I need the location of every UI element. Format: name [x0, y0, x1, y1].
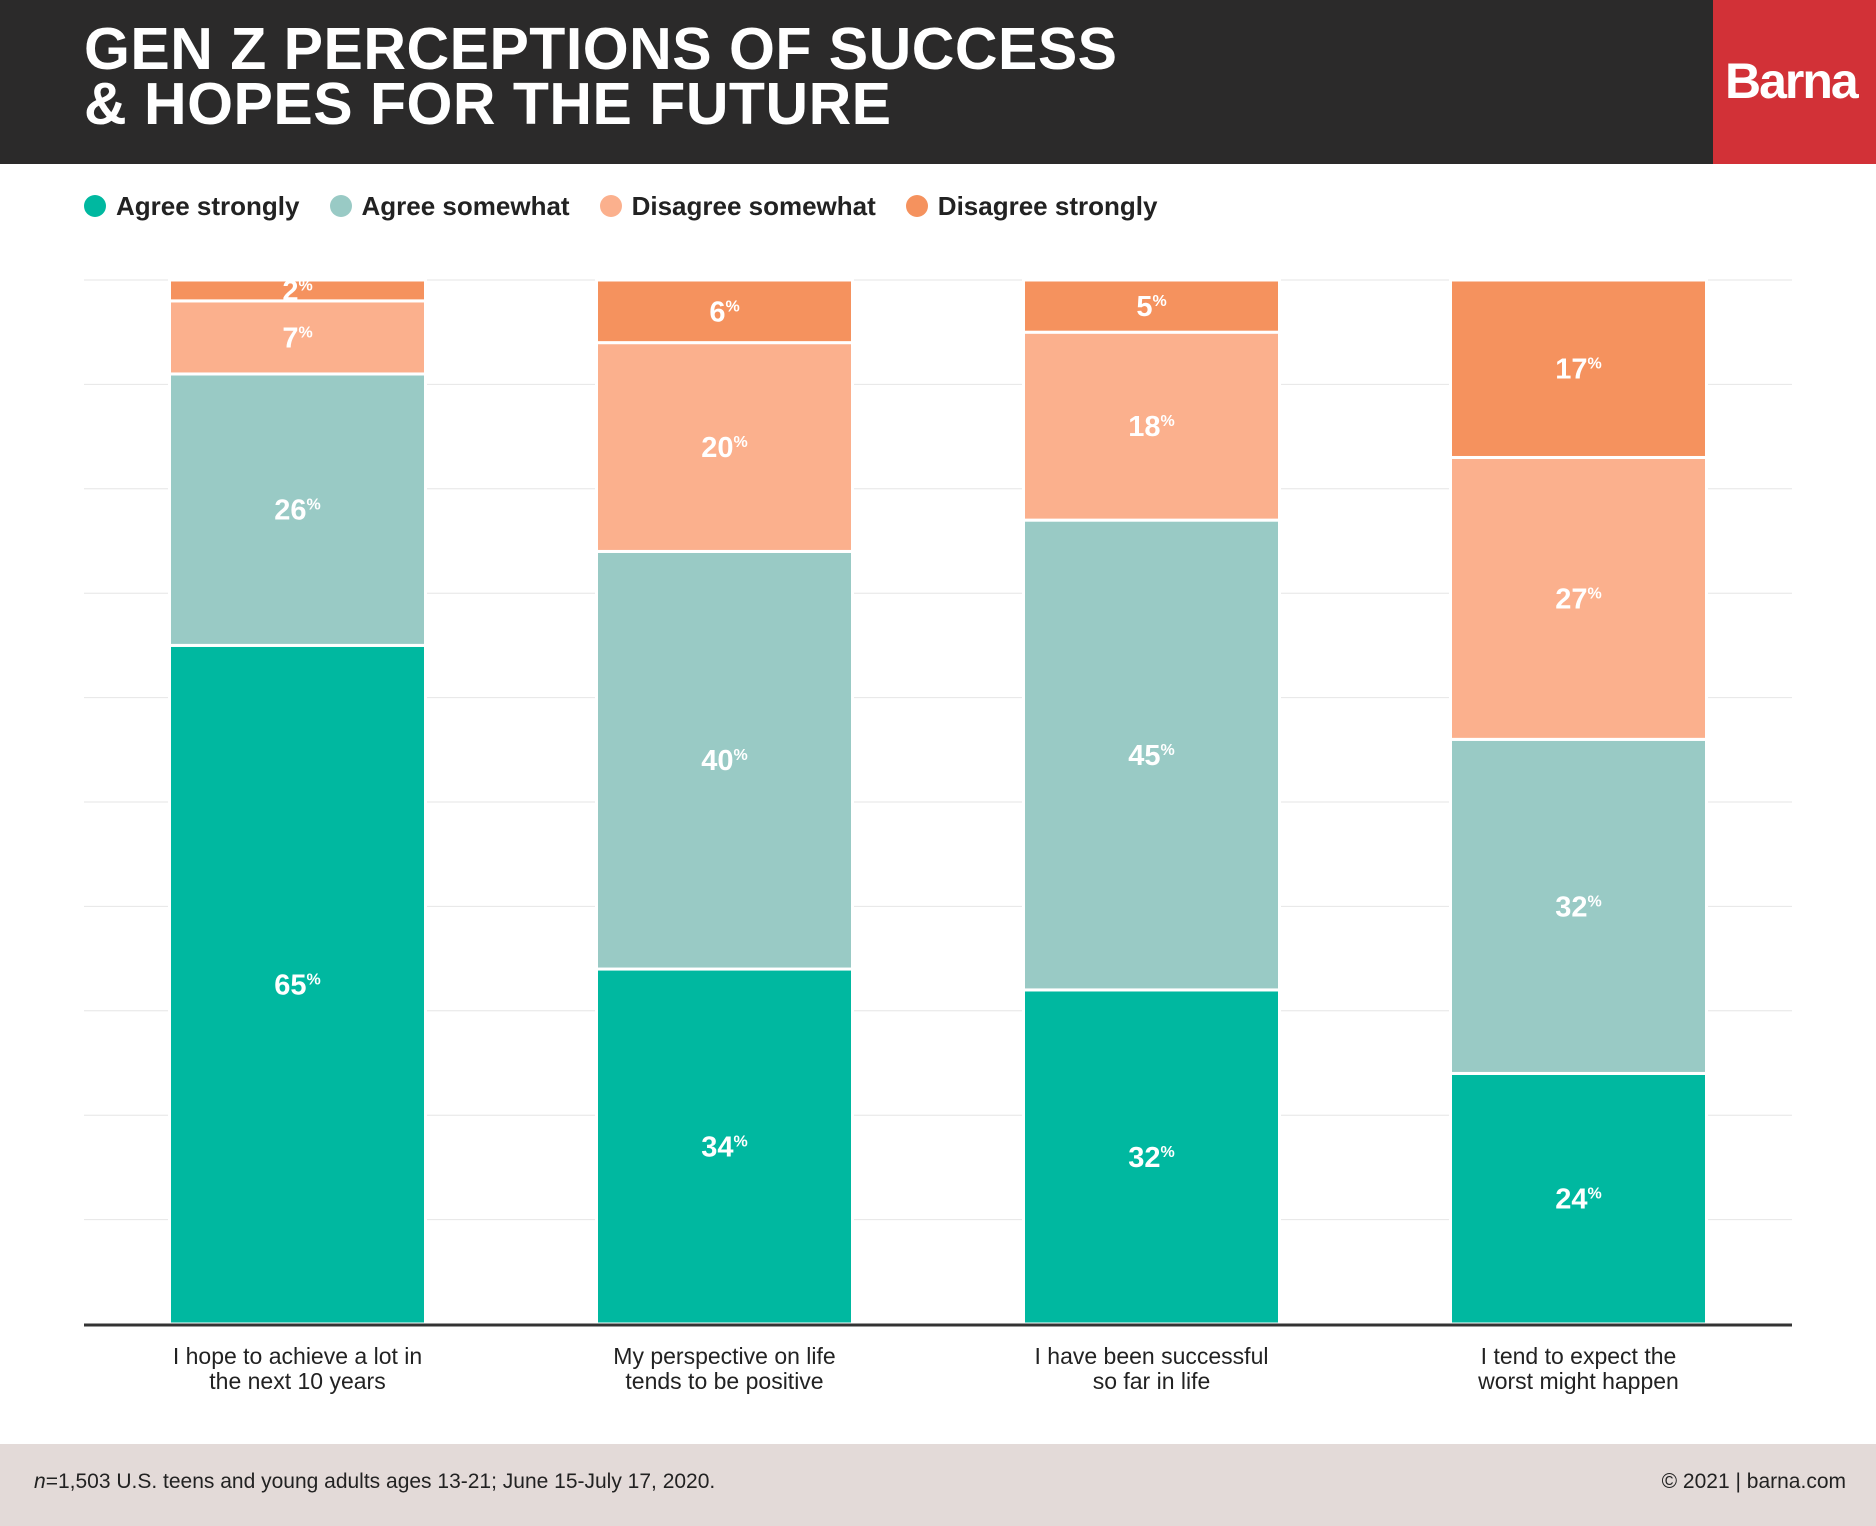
bar-segment [168, 299, 427, 376]
bar-segment [168, 372, 427, 647]
legend-item-disagree-somewhat: Disagree somewhat [599, 190, 876, 222]
copyright: © 2021 | barna.com [1661, 1470, 1846, 1493]
title-line-1: GEN Z PERCEPTIONS OF SUCCESS [84, 16, 1118, 82]
footer: n=1,503 U.S. teens and young adults ages… [0, 1444, 1876, 1526]
legend-item-agree-somewhat: Agree somewhat [329, 190, 570, 222]
bar-segment [595, 278, 854, 345]
stacked-bar-chart: 65% 26% 7% 2% I hope to achieve a lot inthe … [84, 275, 1792, 1394]
data-label: 40% [701, 745, 748, 777]
category-label: worst might happen [1477, 1368, 1679, 1394]
title-line-2: & HOPES FOR THE FUTURE [84, 71, 892, 137]
data-label: 34% [701, 1132, 748, 1164]
data-label: 32% [1128, 1142, 1175, 1174]
bar-segment [1022, 330, 1281, 522]
legend-dot-agree-somewhat [329, 195, 352, 217]
sample-note: n=1,503 U.S. teens and young adults ages… [34, 1470, 715, 1494]
legend-label: Agree strongly [116, 190, 300, 221]
bar-segment [1022, 518, 1281, 992]
legend-item-disagree-strongly: Disagree strongly [905, 190, 1158, 222]
data-label: 2% [282, 275, 312, 307]
bar-segment [1022, 988, 1281, 1326]
legend-dot-disagree-strongly [905, 195, 928, 217]
data-label: 65% [274, 970, 321, 1002]
data-label: 26% [274, 495, 321, 527]
chart-title: GEN Z PERCEPTIONS OF SUCCESS & HOPES FOR… [84, 16, 1584, 137]
bar-segment [1449, 455, 1708, 741]
data-label: 20% [701, 432, 748, 464]
data-label: 6% [709, 296, 739, 328]
category-label: so far in life [1093, 1368, 1211, 1394]
data-label: 24% [1555, 1184, 1602, 1216]
bar-segment [168, 278, 427, 303]
data-label: 17% [1555, 354, 1602, 386]
data-label: 18% [1128, 411, 1175, 443]
data-label: 27% [1555, 583, 1602, 615]
sample-note-text: =1,503 U.S. teens and young adults ages … [45, 1470, 716, 1493]
data-label: 5% [1136, 291, 1166, 323]
bar-segment [595, 549, 854, 971]
legend-dot-agree-strongly [84, 195, 106, 217]
category-label: tends to be positive [625, 1368, 823, 1394]
legend-item-agree-strongly: Agree strongly [84, 191, 300, 222]
data-label: 7% [282, 322, 312, 354]
data-label: 32% [1555, 891, 1602, 923]
header-bar: GEN Z PERCEPTIONS OF SUCCESS & HOPES FOR… [0, 0, 1876, 164]
bar-segment [595, 967, 854, 1326]
bar-segment [1449, 737, 1708, 1075]
logo-text: Barna [1725, 53, 1859, 109]
data-label: 45% [1128, 740, 1175, 772]
bar-segment [595, 341, 854, 553]
bar-segment [1022, 278, 1281, 334]
bar-segment [1449, 1071, 1708, 1326]
category-label: I have been successful [1035, 1343, 1269, 1369]
category-label: the next 10 years [209, 1368, 385, 1394]
barna-logo: Barna [1713, 0, 1876, 164]
category-label: I hope to achieve a lot in [173, 1343, 422, 1369]
legend-dot-disagree-somewhat [599, 195, 622, 217]
bar-segment [1449, 278, 1708, 459]
sample-n: n [34, 1470, 46, 1493]
legend: Agree strongly Agree somewhat Disagree s… [84, 188, 1187, 224]
category-label: I tend to expect the [1481, 1343, 1677, 1369]
bar-segment [168, 643, 427, 1326]
legend-label: Disagree strongly [937, 190, 1158, 221]
legend-label: Agree somewhat [361, 190, 570, 221]
category-label: My perspective on life [613, 1343, 835, 1369]
legend-label: Disagree somewhat [631, 190, 876, 221]
